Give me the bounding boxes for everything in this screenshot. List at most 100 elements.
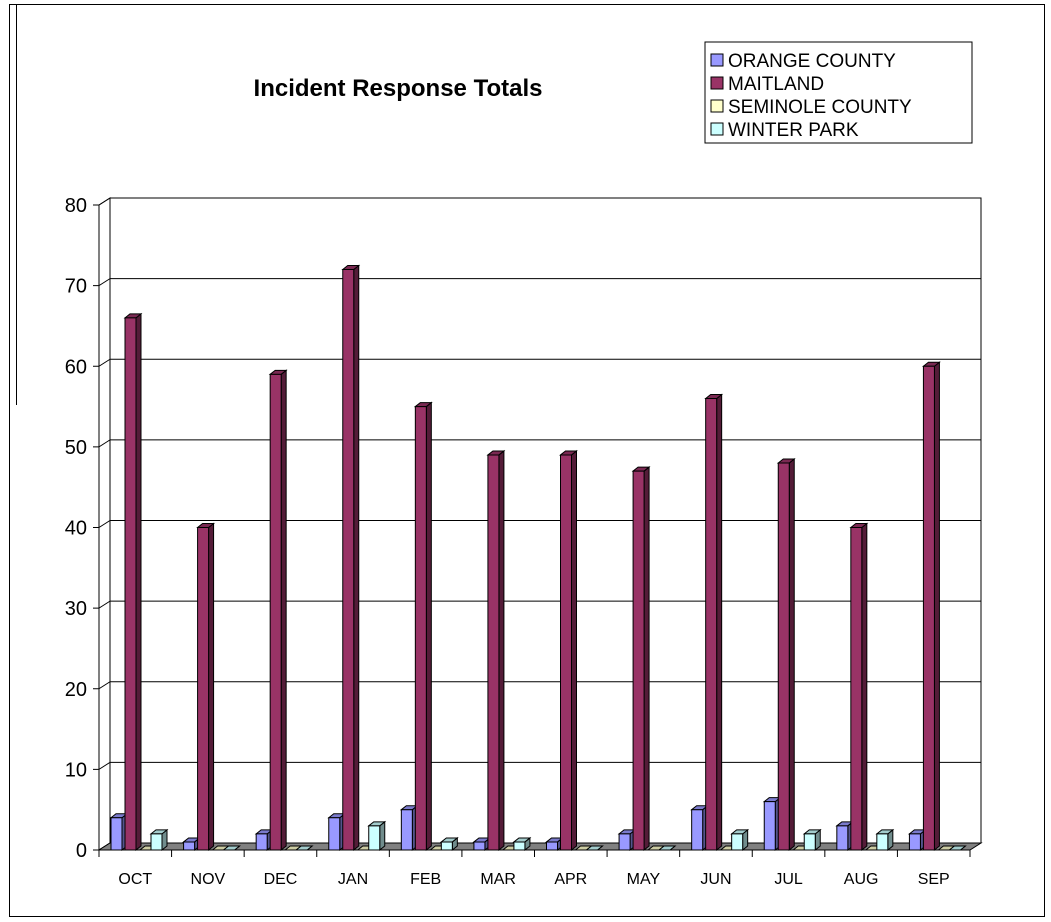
bar-face: [777, 462, 790, 851]
bar-face: [222, 845, 242, 851]
bar-face: [400, 809, 413, 851]
y-tick-label: 0: [76, 840, 87, 862]
bar: [413, 401, 433, 852]
bar: [585, 845, 604, 851]
x-tick-label: APR: [554, 871, 587, 888]
bar-face: [803, 833, 816, 851]
bar-face: [414, 406, 427, 851]
bar-face: [440, 841, 453, 851]
bar: [294, 845, 314, 851]
bar: [921, 361, 941, 852]
gridline-side: [98, 197, 111, 206]
bar-face: [571, 449, 577, 852]
y-tick-label: 30: [65, 598, 87, 620]
bar-face: [908, 833, 921, 851]
bar-face: [560, 454, 572, 851]
y-tick-label: 40: [65, 518, 87, 540]
x-tick-label: JUN: [700, 871, 731, 888]
bar-face: [836, 825, 849, 851]
gridline-side: [98, 520, 111, 528]
bar-face: [546, 841, 558, 851]
bar-face: [183, 841, 196, 851]
y-tick-label: 80: [65, 195, 87, 217]
bar: [849, 522, 869, 852]
bar-face: [933, 361, 940, 852]
bar: [631, 466, 651, 852]
bar-face: [487, 454, 500, 851]
bar: [512, 836, 532, 852]
bar-face: [124, 317, 137, 851]
bar: [559, 449, 578, 852]
y-tick-label: 70: [65, 276, 87, 298]
bar-face: [657, 845, 677, 851]
bar-face: [110, 817, 123, 851]
bar: [341, 264, 361, 852]
gridline-side: [98, 278, 111, 287]
x-tick-label: MAR: [480, 871, 516, 888]
gridline-side: [98, 358, 111, 367]
bar-face: [498, 449, 505, 852]
legend-swatch: [710, 53, 724, 67]
bar-face: [643, 466, 650, 852]
x-tick-label: DEC: [264, 871, 298, 888]
x-tick-label: MAY: [627, 871, 661, 888]
legend-box: [704, 41, 973, 144]
bar: [802, 828, 822, 852]
bar-face: [135, 312, 142, 852]
bar-face: [342, 269, 355, 851]
bar-face: [513, 841, 526, 851]
bar-face: [197, 527, 210, 851]
bar-face: [473, 841, 486, 851]
y-tick-label: 20: [65, 679, 87, 701]
bar-face: [208, 522, 215, 852]
bar: [367, 820, 387, 852]
bar: [947, 845, 967, 851]
bar: [875, 828, 895, 852]
x-tick-label: FEB: [410, 871, 441, 888]
bar-face: [922, 365, 935, 851]
bar: [776, 457, 796, 852]
bar-face: [255, 833, 268, 851]
bar-face: [691, 809, 704, 851]
bar-face: [150, 833, 163, 851]
legend-swatch: [710, 76, 724, 90]
y-tick-label: 60: [65, 356, 87, 378]
bar-face: [763, 801, 776, 851]
bar-face: [269, 373, 282, 851]
bar-face: [788, 457, 795, 852]
x-tick-label: SEP: [918, 871, 950, 888]
bar-face: [379, 820, 386, 852]
bar: [123, 312, 143, 852]
bar-face: [632, 470, 645, 851]
bar-face: [731, 833, 744, 851]
bar-face: [585, 845, 604, 851]
legend-label: SEMINOLE COUNTY: [728, 97, 912, 118]
gridline-side: [98, 600, 111, 609]
bar: [196, 522, 216, 852]
gridline-side: [98, 439, 111, 448]
bar: [704, 393, 724, 852]
bar-face: [280, 369, 287, 852]
bar: [149, 828, 169, 852]
bar-face: [947, 845, 967, 851]
bar-face: [618, 833, 631, 851]
bar-face: [850, 527, 863, 851]
legend-swatch: [710, 99, 724, 113]
bar: [439, 836, 459, 852]
gridline-side: [98, 681, 111, 690]
bar-face: [368, 825, 381, 851]
bar-face: [328, 817, 341, 851]
gridline-side: [98, 761, 111, 770]
bar-face: [353, 264, 360, 852]
x-tick-label: JAN: [338, 871, 368, 888]
bar-face: [425, 401, 432, 852]
bar-face: [716, 393, 723, 852]
bar: [730, 828, 750, 852]
legend-swatch: [710, 122, 724, 136]
x-tick-label: JUL: [774, 871, 803, 888]
legend-label: ORANGE COUNTY: [728, 51, 896, 72]
x-tick-label: AUG: [844, 871, 879, 888]
bar: [486, 449, 506, 852]
bar-face: [861, 522, 868, 852]
